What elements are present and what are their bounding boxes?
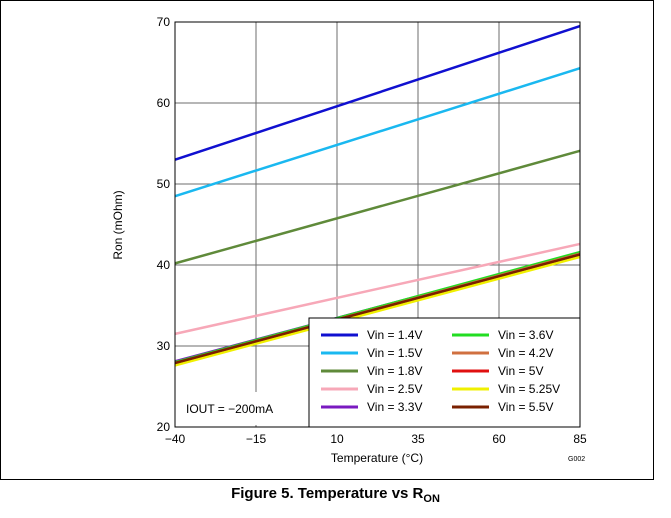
y-tick-label: 50 — [157, 177, 171, 191]
x-tick-label: 35 — [411, 432, 425, 446]
y-tick-label: 60 — [157, 96, 171, 110]
legend: Vin = 1.4V Vin = 1.5V Vin = 1.8V Vin = 2.5V… — [308, 317, 581, 428]
series-lines — [174, 24, 581, 367]
figure-code: G002 — [568, 456, 585, 463]
legend-label: Vin = 1.4V — [367, 328, 423, 342]
x-tick-label: 85 — [573, 432, 587, 446]
legend-label: Vin = 5V — [498, 364, 543, 378]
legend-label: Vin = 4.2V — [498, 346, 554, 360]
x-tick-label: 10 — [330, 432, 344, 446]
y-tick-label: 20 — [157, 420, 171, 434]
legend-label: Vin = 5.5V — [498, 400, 554, 414]
annotation-text: IOUT = −200mA — [186, 402, 273, 416]
x-tick-label: 60 — [492, 432, 506, 446]
legend-label: Vin = 3.3V — [367, 400, 423, 414]
annotation-box: IOUT = −200mA — [178, 392, 302, 425]
figure-border — [0, 0, 654, 480]
legend-label: Vin = 5.25V — [498, 382, 560, 396]
caption-text: Figure 5. Temperature vs R — [231, 485, 424, 502]
x-tick-label: −40 — [165, 432, 186, 446]
y-tick-label: 40 — [157, 258, 171, 272]
x-tick-label: −15 — [246, 432, 267, 446]
series-line — [174, 253, 581, 365]
y-axis-label: Ron (mOhm) — [111, 190, 125, 259]
y-tick-label: 30 — [157, 339, 171, 353]
series-line — [174, 24, 581, 161]
series-line — [174, 149, 581, 265]
legend-label: Vin = 2.5V — [367, 382, 423, 396]
series-line — [174, 242, 581, 336]
figure-caption: Figure 5. Temperature vs RON — [0, 485, 671, 505]
x-axis-label: Temperature (°C) — [331, 451, 423, 465]
legend-label: Vin = 3.6V — [498, 328, 554, 342]
series-line — [174, 255, 581, 367]
legend-label: Vin = 1.5V — [367, 346, 423, 360]
legend-label: Vin = 1.8V — [367, 364, 423, 378]
caption-subscript: ON — [423, 493, 440, 505]
series-line — [174, 66, 581, 198]
y-tick-label: 70 — [157, 15, 171, 29]
tick-labels: −40 −15 10 35 60 85 20 30 40 50 60 70 — [157, 15, 587, 446]
